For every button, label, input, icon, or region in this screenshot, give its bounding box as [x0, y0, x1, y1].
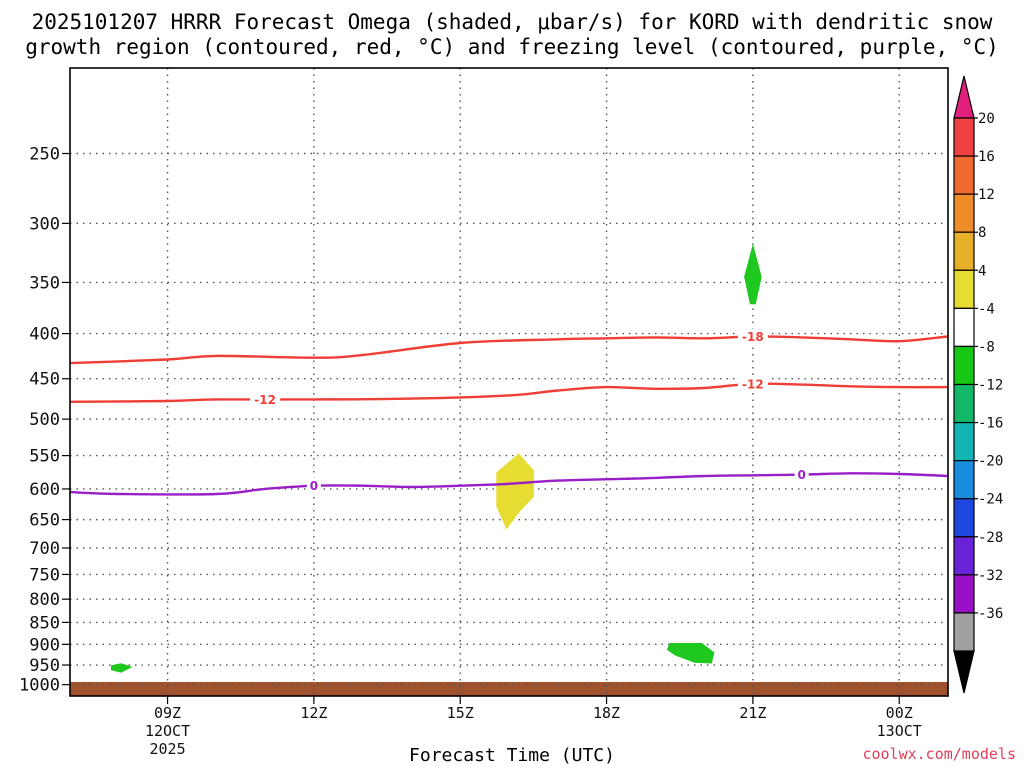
contour-label-bg	[737, 328, 768, 345]
x-tick-label: 2025	[149, 740, 185, 758]
colorbar-swatch	[953, 345, 975, 386]
y-tick-label: 700	[29, 539, 60, 559]
colorbar-swatch	[953, 231, 975, 271]
y-tick-label: 750	[29, 565, 60, 585]
colorbar-label: 16	[978, 149, 995, 165]
y-tick-label: 500	[29, 410, 60, 430]
colorbar-bottom-arrow	[953, 650, 975, 694]
x-axis-title: Forecast Time (UTC)	[409, 745, 615, 766]
colorbar-label: -16	[978, 416, 1003, 432]
colorbar-swatch	[953, 383, 975, 424]
colorbar-swatch	[953, 155, 975, 195]
colorbar-top-arrow	[953, 75, 975, 119]
omega-shaded-region	[111, 663, 133, 673]
colorbar-label: 4	[978, 263, 986, 279]
x-tick-label: 21Z	[739, 704, 766, 722]
x-tick-label: 15Z	[447, 704, 474, 722]
y-tick-label: 250	[29, 144, 60, 164]
x-tick-label: 09Z	[154, 704, 181, 722]
y-tick-label: 400	[29, 325, 60, 345]
colorbar-swatch	[953, 307, 975, 348]
y-tick-label: 600	[29, 480, 60, 500]
colorbar-swatch	[953, 117, 975, 157]
omega-shaded-region	[666, 643, 715, 664]
y-tick-label: 1000	[19, 676, 60, 696]
y-tick-label: 300	[29, 214, 60, 234]
contour-label: 0	[797, 468, 805, 482]
y-tick-label: 350	[29, 273, 60, 293]
colorbar-swatch	[953, 536, 975, 576]
colorbar-swatch	[953, 193, 975, 233]
x-tick-label: 12OCT	[145, 722, 190, 740]
colorbar-label: -12	[978, 378, 1003, 394]
colorbar-swatch	[953, 460, 975, 500]
x-tick-label: 18Z	[593, 704, 620, 722]
site-credit: coolwx.com/models	[862, 745, 1016, 763]
y-tick-label: 900	[29, 635, 60, 655]
colorbar-swatch	[953, 574, 975, 614]
y-tick-label: 550	[29, 447, 60, 467]
colorbar-label: -36	[978, 606, 1003, 622]
contour-label-bg	[794, 466, 809, 483]
colorbar-swatch	[953, 498, 975, 538]
colorbar-label: 8	[978, 225, 986, 241]
plot-frame	[69, 67, 949, 697]
colorbar-swatch	[953, 421, 975, 462]
contour-label: -18	[742, 330, 764, 344]
colorbar-label: -4	[978, 301, 995, 317]
colorbar-label: 20	[978, 111, 995, 127]
colorbar-swatch	[953, 612, 975, 652]
contour-label: -12	[254, 393, 276, 407]
colorbar-label: -32	[978, 568, 1003, 584]
y-tick-label: 650	[29, 511, 60, 531]
y-tick-label: 800	[29, 590, 60, 610]
colorbar-label: -8	[978, 339, 995, 355]
contour-line	[70, 382, 948, 403]
contour-label-bg	[306, 477, 321, 494]
colorbar-swatch	[953, 269, 975, 309]
chart-title-line-1: 2025101207 HRRR Forecast Omega (shaded, …	[31, 10, 993, 34]
colorbar-label: -20	[978, 454, 1003, 470]
contour-label: 0	[310, 479, 318, 493]
omega-shaded-region	[744, 243, 762, 305]
chart-title-line-2: growth region (contoured, red, °C) and f…	[25, 35, 999, 59]
x-tick-label: 13OCT	[877, 722, 922, 740]
contour-label-bg	[737, 375, 768, 392]
y-tick-label: 450	[29, 370, 60, 390]
y-tick-label: 850	[29, 613, 60, 633]
colorbar-label: -28	[978, 530, 1003, 546]
contour-label: -12	[742, 377, 764, 391]
omega-shaded-region	[496, 453, 534, 530]
x-tick-label: 12Z	[300, 704, 327, 722]
y-tick-label: 950	[29, 656, 60, 676]
colorbar-label: 12	[978, 187, 995, 203]
colorbar-label: -24	[978, 492, 1003, 508]
surface-ground	[70, 681, 948, 696]
x-tick-label: 00Z	[886, 704, 913, 722]
contour-label-bg	[250, 391, 281, 408]
contour-line	[70, 335, 948, 365]
